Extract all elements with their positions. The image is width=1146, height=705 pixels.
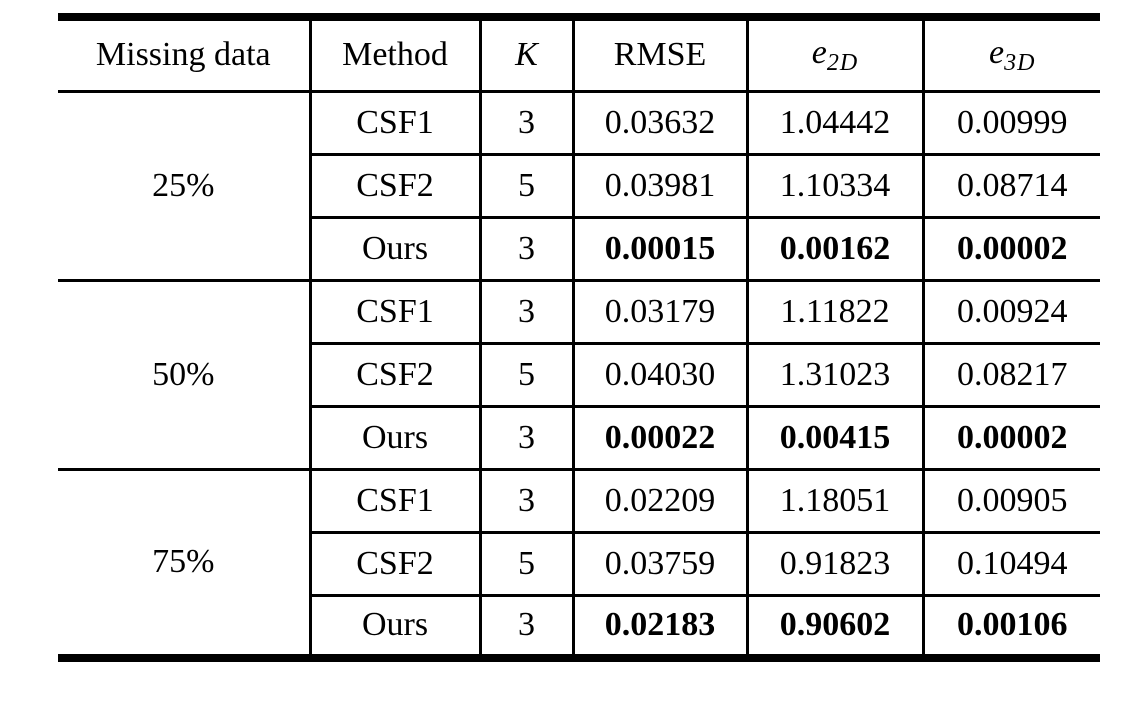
cell-e2d: 0.00162 [745,217,923,282]
cell-e3d: 0.10494 [921,532,1100,597]
table-row-50-csf2: CSF2 5 0.04030 1.31023 0.08217 [58,343,1100,408]
group-label-50: 50% [58,280,310,471]
cell-method: CSF1 [308,280,480,345]
cell-method: Ours [308,595,480,660]
table-row-50-csf1: 50% CSF1 3 0.03179 1.11822 0.00924 [58,280,1100,471]
cell-rmse: 0.02183 [571,595,747,660]
cell-e2d: 1.31023 [745,343,923,408]
group-label-75: 75% [58,469,310,660]
header-method: Method [308,17,480,93]
cell-e3d: 0.08217 [921,343,1100,408]
cell-k: 5 [478,532,573,597]
cell-k: 3 [478,595,573,660]
results-table: Missing data Method K RMSE e2D e3D 25% C… [58,13,1100,662]
header-k: K [478,17,573,93]
cell-k: 3 [478,91,573,156]
cell-k: 3 [478,280,573,345]
cell-k: 3 [478,406,573,471]
table-row-25-csf1: 25% CSF1 3 0.03632 1.04442 0.00999 [58,91,1100,282]
cell-e3d: 0.08714 [921,154,1100,219]
table-row-75-ours: Ours 3 0.02183 0.90602 0.00106 [58,595,1100,660]
cell-k: 5 [478,343,573,408]
cell-e2d: 0.91823 [745,532,923,597]
header-e3d-base: e [989,33,1005,71]
header-e2d: e2D [745,17,923,93]
cell-method: CSF2 [308,343,480,408]
group-label-25: 25% [58,91,310,282]
header-e3d-subscript: 3D [1004,49,1036,76]
cell-e2d: 1.10334 [745,154,923,219]
cell-e3d: 0.00002 [921,217,1100,282]
cell-rmse: 0.03179 [571,280,747,345]
header-rmse: RMSE [571,17,747,93]
cell-rmse: 0.00022 [571,406,747,471]
cell-e3d: 0.00924 [921,280,1100,345]
cell-rmse: 0.03981 [571,154,747,219]
cell-method: CSF1 [308,469,480,534]
cell-e2d: 1.11822 [745,280,923,345]
cell-k: 3 [478,469,573,534]
cell-k: 3 [478,217,573,282]
cell-method: Ours [308,217,480,282]
cell-e3d: 0.00905 [921,469,1100,534]
header-e2d-subscript: 2D [826,49,859,76]
cell-e2d: 0.00415 [745,406,923,471]
cell-rmse: 0.00015 [571,217,747,282]
cell-k: 5 [478,154,573,219]
table-row-75-csf1: 75% CSF1 3 0.02209 1.18051 0.00905 [58,469,1100,660]
cell-rmse: 0.04030 [571,343,747,408]
cell-rmse: 0.03759 [571,532,747,597]
table-row-25-csf2: CSF2 5 0.03981 1.10334 0.08714 [58,154,1100,219]
header-row: Missing data Method K RMSE e2D e3D [58,17,1100,93]
header-e3d: e3D [921,17,1100,93]
table-row-75-csf2: CSF2 5 0.03759 0.91823 0.10494 [58,532,1100,597]
header-missing-data: Missing data [58,17,310,93]
cell-e2d: 1.18051 [745,469,923,534]
header-e2d-base: e [811,33,827,71]
cell-rmse: 0.03632 [571,91,747,156]
cell-e3d: 0.00999 [921,91,1100,156]
cell-e2d: 0.90602 [745,595,923,660]
cell-e2d: 1.04442 [745,91,923,156]
table-row-50-ours: Ours 3 0.00022 0.00415 0.00002 [58,406,1100,471]
cell-method: Ours [308,406,480,471]
cell-method: CSF2 [308,154,480,219]
table-row-25-ours: Ours 3 0.00015 0.00162 0.00002 [58,217,1100,282]
cell-method: CSF1 [308,91,480,156]
cell-rmse: 0.02209 [571,469,747,534]
cell-e3d: 0.00106 [921,595,1100,660]
cell-e3d: 0.00002 [921,406,1100,471]
cell-method: CSF2 [308,532,480,597]
